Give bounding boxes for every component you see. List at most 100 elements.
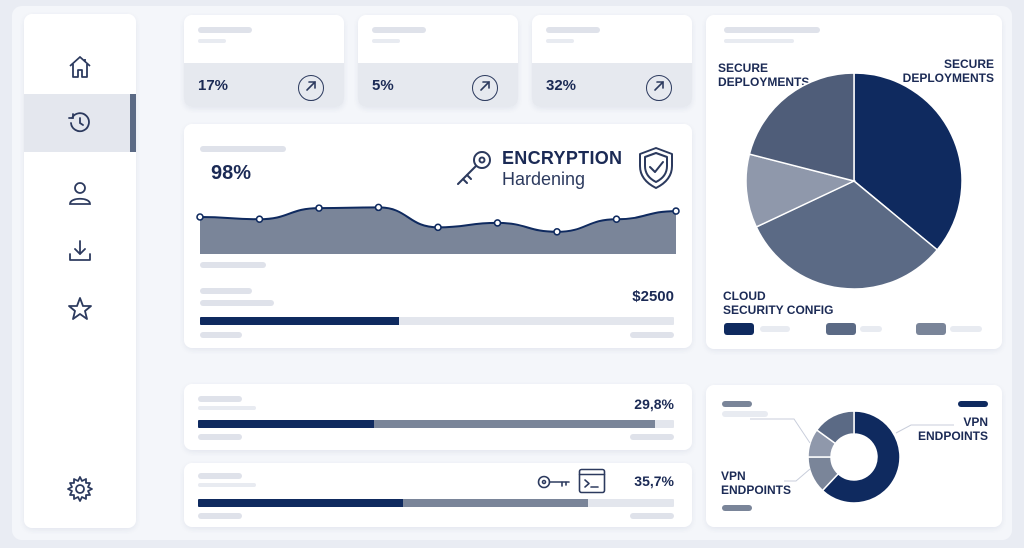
pie-label-cloud: CLOUD SECURITY CONFIG bbox=[723, 289, 834, 317]
amount-sublabel-placeholder bbox=[200, 300, 274, 306]
stat-subtitle-placeholder bbox=[198, 39, 226, 43]
gear-icon bbox=[66, 475, 94, 503]
sidebar-item-history[interactable] bbox=[24, 94, 136, 152]
progress-segment-primary bbox=[198, 499, 403, 507]
sidebar-item-favorites[interactable] bbox=[24, 280, 136, 338]
pie-slice bbox=[853, 72, 963, 251]
home-icon bbox=[66, 53, 94, 81]
stat-title-placeholder bbox=[198, 27, 252, 33]
encryption-progress-bar bbox=[200, 317, 674, 325]
legend-swatch-navy bbox=[724, 323, 754, 335]
donut-leader-line bbox=[784, 468, 811, 482]
donut-leader-line bbox=[750, 418, 811, 444]
donut-label-left: VPN ENDPOINTS bbox=[721, 469, 792, 497]
encryption-area-chart bbox=[196, 203, 680, 254]
encryption-progress-fill bbox=[200, 317, 400, 325]
arrow-up-right-icon bbox=[653, 79, 665, 97]
row-title-placeholder bbox=[198, 473, 242, 479]
card-subtitle-placeholder bbox=[724, 39, 794, 43]
sidebar-item-downloads[interactable] bbox=[24, 222, 136, 280]
progress-bar bbox=[198, 420, 674, 428]
progress-bar bbox=[198, 499, 674, 507]
donut-leader-line bbox=[895, 424, 954, 434]
stat-title-placeholder bbox=[372, 27, 426, 33]
stat-title-placeholder bbox=[546, 27, 600, 33]
key-icon bbox=[452, 148, 496, 188]
user-icon bbox=[67, 180, 93, 206]
pie-slice bbox=[755, 180, 939, 290]
row-right-placeholder bbox=[630, 434, 674, 440]
legend-label-placeholder bbox=[760, 326, 790, 332]
area-point bbox=[493, 219, 502, 227]
arrow-up-right-icon bbox=[479, 79, 491, 97]
row-subtitle-placeholder bbox=[198, 406, 256, 410]
area-point bbox=[553, 227, 561, 236]
area-point bbox=[434, 223, 442, 232]
stat-open-button[interactable] bbox=[298, 75, 324, 101]
area-point bbox=[374, 203, 383, 212]
row-title-placeholder bbox=[198, 396, 242, 402]
legend-bar-slate bbox=[722, 505, 752, 511]
progress-left-placeholder bbox=[200, 332, 242, 338]
pie-slice bbox=[745, 153, 857, 228]
stat-value: 17% bbox=[198, 77, 229, 94]
star-icon bbox=[66, 295, 94, 323]
encryption-amount: $2500 bbox=[632, 288, 674, 305]
donut-slice bbox=[821, 410, 901, 504]
terminal-icon bbox=[578, 468, 606, 494]
area-point bbox=[612, 215, 621, 224]
vpn-donut-chart bbox=[750, 410, 954, 504]
chart-caption-placeholder bbox=[200, 262, 266, 268]
progress-card: 35,7% bbox=[184, 463, 692, 527]
row-subtitle-placeholder bbox=[198, 483, 256, 487]
progress-segment-primary bbox=[198, 420, 375, 428]
progress-value: 29,8% bbox=[634, 396, 674, 412]
donut-slice bbox=[815, 410, 855, 445]
legend-swatch-steel bbox=[916, 323, 946, 335]
arrow-up-right-icon bbox=[305, 79, 317, 97]
deployments-pie-card: SECURE DEPLOYMENTS SECURE DEPLOYMENTS CL… bbox=[706, 15, 1002, 349]
encryption-card: 98% ENCRYPTION Hardening $2500 bbox=[184, 124, 692, 348]
area-point bbox=[672, 207, 680, 215]
stat-tile: 32% bbox=[532, 15, 692, 107]
stat-subtitle-placeholder bbox=[546, 39, 574, 43]
stat-open-button[interactable] bbox=[472, 75, 498, 101]
row-left-placeholder bbox=[198, 513, 242, 519]
stat-tile: 17% bbox=[184, 15, 344, 107]
area-point bbox=[196, 213, 204, 221]
stat-subtitle-placeholder bbox=[372, 39, 400, 43]
progress-card: 29,8% bbox=[184, 384, 692, 450]
sidebar bbox=[24, 14, 136, 528]
legend-swatch-slate bbox=[826, 323, 856, 335]
area-point bbox=[315, 204, 323, 212]
amount-label-placeholder bbox=[200, 288, 252, 294]
encryption-title: ENCRYPTION bbox=[502, 148, 623, 168]
row-left-placeholder bbox=[198, 434, 242, 440]
progress-segment-secondary bbox=[402, 499, 589, 507]
sidebar-item-profile[interactable] bbox=[24, 164, 136, 222]
vpn-donut-card: VPN ENDPOINTS VPN ENDPOINTS bbox=[706, 385, 1002, 527]
progress-segment-secondary bbox=[374, 420, 655, 428]
stat-open-button[interactable] bbox=[646, 75, 672, 101]
legend-bar-slate bbox=[722, 401, 752, 407]
sidebar-item-settings[interactable] bbox=[24, 460, 136, 518]
card-title-placeholder bbox=[724, 27, 820, 33]
deployments-pie-chart bbox=[745, 72, 963, 290]
legend-label-placeholder bbox=[860, 326, 882, 332]
pie-label-secure-left: SECURE DEPLOYMENTS bbox=[718, 61, 810, 89]
encryption-subtitle: Hardening bbox=[502, 169, 586, 189]
area-point bbox=[255, 215, 264, 224]
legend-bar-navy bbox=[958, 401, 988, 407]
download-icon bbox=[67, 238, 93, 264]
donut-label-right: VPN ENDPOINTS bbox=[917, 415, 988, 443]
legend-label-placeholder bbox=[950, 326, 982, 332]
sidebar-item-home[interactable] bbox=[24, 38, 136, 96]
card-title-placeholder bbox=[200, 146, 286, 152]
shield-check-icon bbox=[636, 146, 676, 190]
progress-right-placeholder bbox=[630, 332, 674, 338]
stat-value: 5% bbox=[372, 77, 394, 94]
legend-label-placeholder bbox=[722, 411, 768, 417]
stat-value: 32% bbox=[546, 77, 577, 94]
stat-tile: 5% bbox=[358, 15, 518, 107]
row-right-placeholder bbox=[630, 513, 674, 519]
